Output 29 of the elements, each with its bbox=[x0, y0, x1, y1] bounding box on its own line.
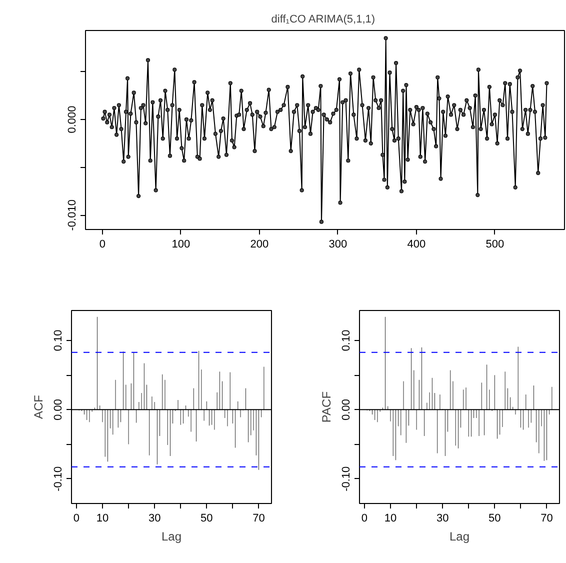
y-axis-title: PACF bbox=[320, 391, 334, 423]
x-tick-label: 30 bbox=[436, 512, 449, 524]
x-tick-label: 500 bbox=[486, 238, 504, 250]
x-axis-title: Lag bbox=[161, 530, 182, 544]
y-axis-title: ACF bbox=[32, 395, 46, 419]
y-tick-label: 0.000 bbox=[66, 106, 78, 134]
chart-title: diff₁CO ARIMA(5,1,1) bbox=[271, 14, 376, 26]
y-tick-label: 0.10 bbox=[52, 330, 64, 352]
x-tick-label: 200 bbox=[250, 238, 269, 250]
x-tick-label: 100 bbox=[172, 238, 190, 250]
x-tick-label: 70 bbox=[252, 512, 265, 524]
x-tick-label: 50 bbox=[200, 512, 213, 524]
x-tick-label: 400 bbox=[407, 238, 426, 250]
y-tick-label: 0.00 bbox=[52, 398, 64, 420]
x-tick-label: 300 bbox=[328, 238, 348, 250]
x-tick-label: 10 bbox=[384, 512, 397, 524]
x-axis-title: Lag bbox=[449, 530, 470, 544]
x-tick-label: 50 bbox=[488, 512, 501, 524]
y-tick-label: 0.00 bbox=[340, 398, 352, 420]
y-tick-label: -0.10 bbox=[340, 466, 352, 492]
x-tick-label: 30 bbox=[148, 512, 161, 524]
y-tick-label: 0.10 bbox=[340, 330, 352, 352]
x-tick-label: 70 bbox=[540, 512, 553, 524]
x-tick-label: 0 bbox=[361, 512, 368, 524]
x-tick-label: 0 bbox=[99, 238, 106, 250]
y-tick-label: -0.10 bbox=[52, 466, 64, 492]
x-tick-label: 0 bbox=[73, 512, 80, 524]
x-tick-label: 10 bbox=[96, 512, 109, 524]
y-tick-label: -0.010 bbox=[66, 200, 78, 231]
